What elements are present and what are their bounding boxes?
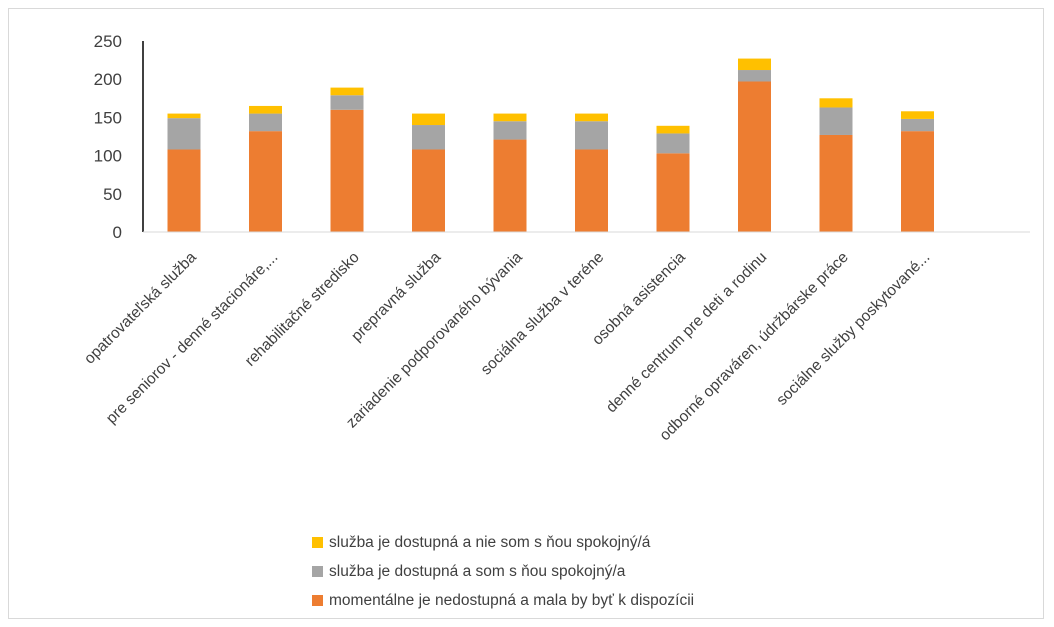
bar-segment-satisfied xyxy=(493,121,527,140)
bar-segment-not-satisfied xyxy=(412,113,445,126)
bar-segment-unavailable xyxy=(330,109,364,232)
bar-segment-satisfied xyxy=(738,70,771,82)
bar-segment-satisfied xyxy=(575,121,608,150)
bar-segment-unavailable xyxy=(575,149,608,232)
bar-segment-not-satisfied xyxy=(738,58,771,71)
bar-segment-not-satisfied xyxy=(167,113,201,119)
x-category-label: zariadenie podporovaného bývania xyxy=(343,249,526,432)
bar-segment-unavailable xyxy=(249,131,282,232)
bar-segment-unavailable xyxy=(738,81,771,232)
x-category-label: denné centrum pre deti a rodinu xyxy=(603,249,770,416)
bar-segment-not-satisfied xyxy=(330,87,364,96)
bar-segment-unavailable xyxy=(901,131,934,232)
bar-segment-not-satisfied xyxy=(819,98,853,108)
bar-segment-satisfied xyxy=(819,107,853,135)
legend-swatch-satisfied xyxy=(312,566,323,577)
legend-item-not-satisfied: služba je dostupná a nie som s ňou spoko… xyxy=(312,528,912,557)
bar-segment-satisfied xyxy=(412,125,445,150)
bar-segment-unavailable xyxy=(656,153,690,232)
x-category-label: prepravná služba xyxy=(348,249,444,345)
legend: služba je dostupná a nie som s ňou spoko… xyxy=(312,528,912,615)
bar-segment-not-satisfied xyxy=(575,113,608,122)
bar-segment-satisfied xyxy=(656,133,690,154)
bar-segment-unavailable xyxy=(167,149,201,232)
legend-item-satisfied: služba je dostupná a som s ňou spokojný/… xyxy=(312,557,912,586)
bar-segment-not-satisfied xyxy=(493,113,527,122)
legend-label-not-satisfied: služba je dostupná a nie som s ňou spoko… xyxy=(329,533,651,551)
bar-segment-not-satisfied xyxy=(249,105,282,114)
y-tick-label: 100 xyxy=(94,147,122,166)
legend-swatch-not-satisfied xyxy=(312,537,323,548)
legend-item-unavailable: momentálne je nedostupná a mala by byť k… xyxy=(312,586,912,615)
x-category-label: pre seniorov - denné stacionáre,... xyxy=(103,249,281,427)
bar-segment-unavailable xyxy=(493,139,527,232)
legend-swatch-unavailable xyxy=(312,595,323,606)
bar-segment-not-satisfied xyxy=(901,111,934,119)
y-tick-label: 0 xyxy=(113,223,122,242)
y-tick-label: 250 xyxy=(94,32,122,51)
x-category-label: sociálne služby poskytované... xyxy=(773,249,933,409)
y-tick-label: 200 xyxy=(94,70,122,89)
bars xyxy=(167,58,934,232)
bar-segment-unavailable xyxy=(412,149,445,232)
bar-segment-satisfied xyxy=(167,118,201,150)
bar-segment-satisfied xyxy=(901,118,934,132)
bar-segment-unavailable xyxy=(819,134,853,232)
y-axis: 0 50 100 150 200 250 xyxy=(94,32,144,242)
bar-segment-satisfied xyxy=(330,95,364,110)
chart-area xyxy=(8,8,1044,619)
legend-label-satisfied: služba je dostupná a som s ňou spokojný/… xyxy=(329,562,626,580)
bar-segment-not-satisfied xyxy=(656,125,690,134)
bar-segment-satisfied xyxy=(249,113,282,132)
y-tick-label: 50 xyxy=(103,185,122,204)
y-tick-label: 150 xyxy=(94,108,122,127)
legend-label-unavailable: momentálne je nedostupná a mala by byť k… xyxy=(329,591,695,609)
